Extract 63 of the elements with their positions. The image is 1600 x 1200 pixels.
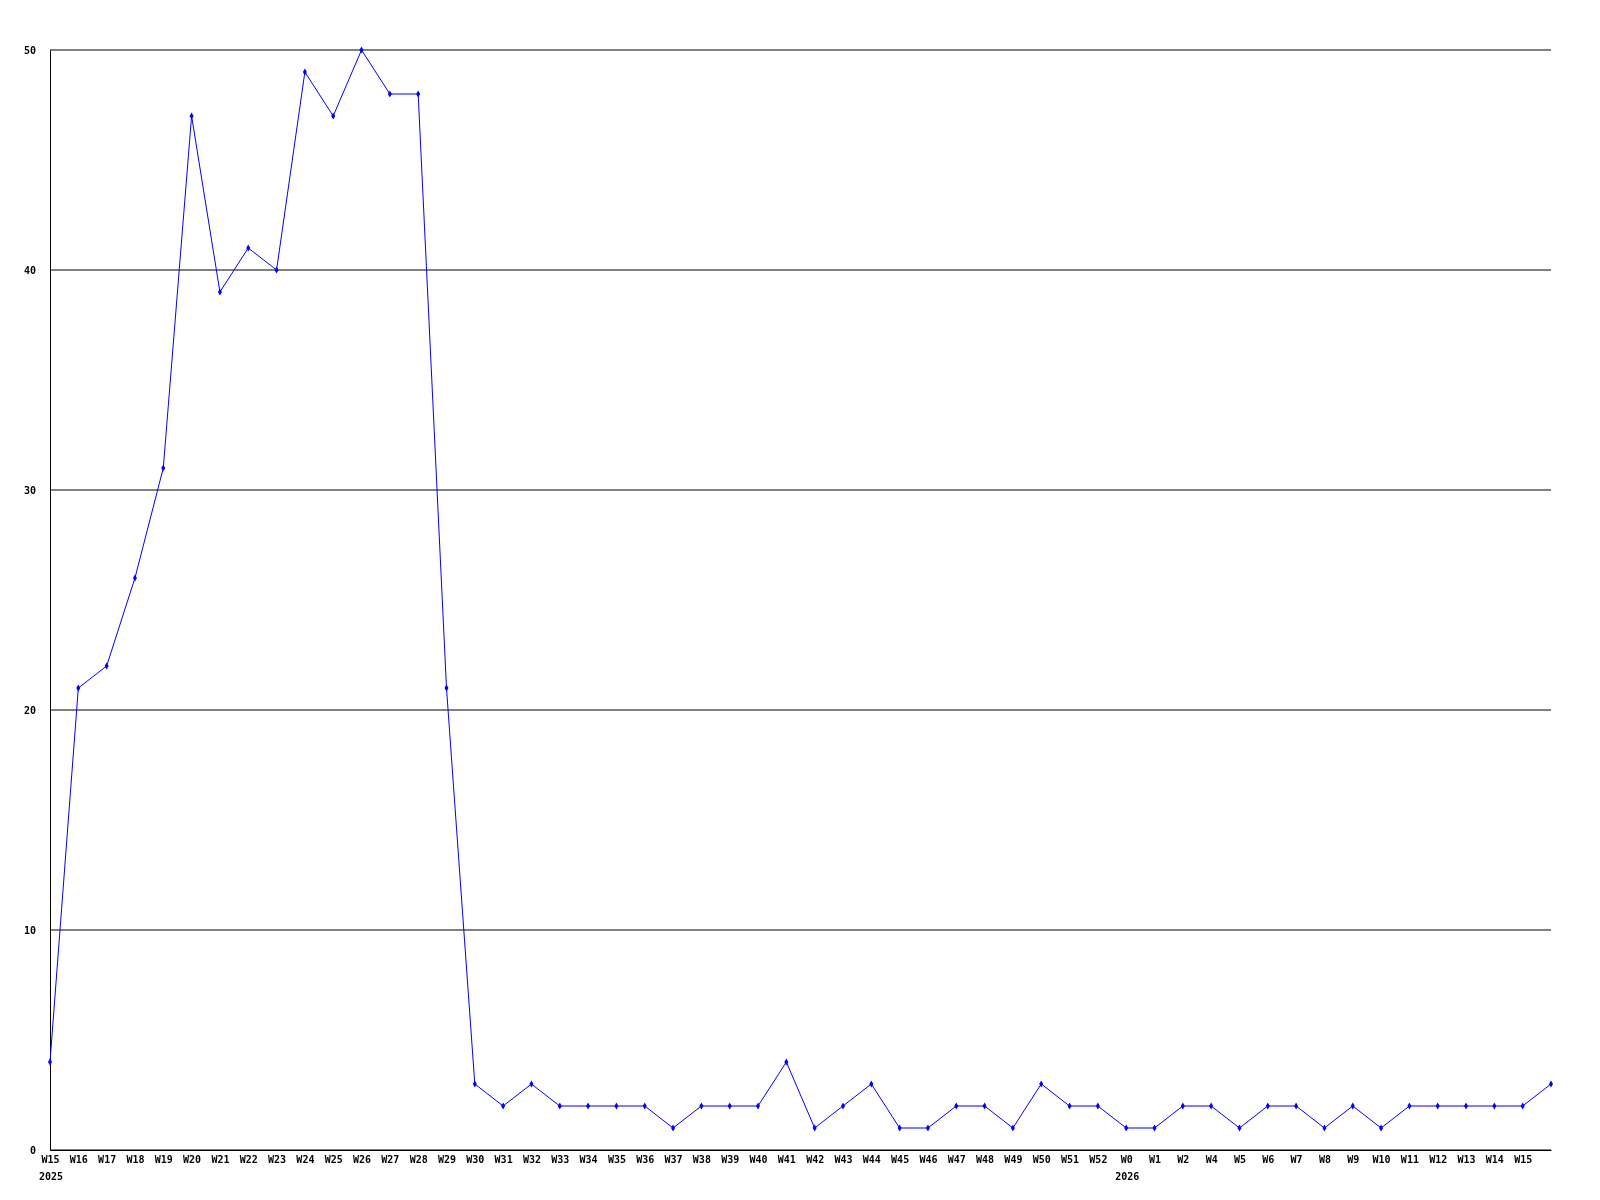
x-tick-label: W40 bbox=[749, 1154, 768, 1166]
text: 2025 bbox=[39, 1171, 64, 1182]
x-tick-label: W50 bbox=[1032, 1154, 1051, 1166]
x-tick-label: W25 bbox=[324, 1154, 343, 1166]
x-tick-label: W0 bbox=[1120, 1154, 1133, 1166]
y-tick-label: 0 bbox=[29, 1144, 36, 1156]
x-tick-label: W29 bbox=[437, 1154, 457, 1166]
x-tick-label: W21 bbox=[211, 1154, 230, 1166]
x-tick-label: W8 bbox=[1318, 1154, 1331, 1166]
x-tick-label: W18 bbox=[126, 1154, 145, 1166]
x-tick-label: W32 bbox=[522, 1154, 541, 1166]
point bbox=[1548, 1080, 1554, 1088]
x-tick-label: W38 bbox=[692, 1154, 711, 1166]
y-tick-label: 40 bbox=[23, 264, 36, 276]
x-tick-label: W13 bbox=[1457, 1154, 1476, 1166]
x-tick-label: W37 bbox=[664, 1154, 683, 1166]
x-tick-label: W16 bbox=[69, 1154, 88, 1166]
x-tick-label: W33 bbox=[551, 1154, 570, 1166]
x-tick-label: W41 bbox=[777, 1154, 796, 1166]
x-tick-label: W44 bbox=[862, 1154, 881, 1166]
x-tick-label: W14 bbox=[1485, 1154, 1504, 1166]
x-tick-label: W15 bbox=[41, 1154, 60, 1166]
y-tick-label: 30 bbox=[23, 484, 36, 496]
x-tick-label: W49 bbox=[1004, 1154, 1023, 1166]
x-tick-label: W23 bbox=[268, 1154, 287, 1166]
x-tick-label: W43 bbox=[834, 1154, 853, 1166]
x-tick-label: W20 bbox=[183, 1154, 202, 1166]
x-tick-label: W47 bbox=[947, 1154, 966, 1166]
text: 2026 bbox=[1115, 1171, 1140, 1182]
y-tick-label: 50 bbox=[23, 44, 36, 56]
x-tick-label: W46 bbox=[919, 1154, 938, 1166]
x-tick-label: W6 bbox=[1262, 1154, 1275, 1166]
x-tick-label: W5 bbox=[1233, 1154, 1246, 1166]
x-tick-label: W51 bbox=[1061, 1154, 1080, 1166]
x-tick-label: W52 bbox=[1089, 1154, 1108, 1166]
x-tick-label: W36 bbox=[636, 1154, 655, 1166]
x-tick-label: W35 bbox=[607, 1154, 626, 1166]
x-tick-label: W42 bbox=[806, 1154, 825, 1166]
x-tick-label: W27 bbox=[381, 1154, 400, 1166]
x-tick-label: W28 bbox=[409, 1154, 428, 1166]
x-tick-label: W24 bbox=[296, 1154, 315, 1166]
x-tick-label: W1 bbox=[1148, 1154, 1162, 1166]
y-tick-label: 20 bbox=[23, 704, 36, 716]
x-tick-label: W30 bbox=[466, 1154, 485, 1166]
x-tick-label: W26 bbox=[353, 1154, 372, 1166]
x-tick-label: W22 bbox=[239, 1154, 258, 1166]
x-tick-label: W19 bbox=[154, 1154, 173, 1166]
x-tick-label: W34 bbox=[579, 1154, 598, 1166]
y-tick-label: 10 bbox=[23, 924, 36, 936]
x-tick-label: W7 bbox=[1290, 1154, 1303, 1166]
x-tick-label: W45 bbox=[891, 1154, 910, 1166]
x-tick-label: W9 bbox=[1347, 1154, 1360, 1166]
x-tick-label: W11 bbox=[1400, 1154, 1419, 1166]
x-tick-label: W2 bbox=[1177, 1154, 1190, 1166]
x-tick-label: W10 bbox=[1372, 1154, 1391, 1166]
x-tick-label: W15 bbox=[1514, 1154, 1533, 1166]
x-tick-label: W4 bbox=[1205, 1154, 1218, 1166]
x-tick-label: W12 bbox=[1429, 1154, 1448, 1166]
x-tick-label: W48 bbox=[976, 1154, 995, 1166]
x-tick-label: W31 bbox=[494, 1154, 513, 1166]
point bbox=[47, 1058, 53, 1066]
x-tick-label: W39 bbox=[721, 1154, 740, 1166]
x-tick-label: W17 bbox=[98, 1154, 117, 1166]
